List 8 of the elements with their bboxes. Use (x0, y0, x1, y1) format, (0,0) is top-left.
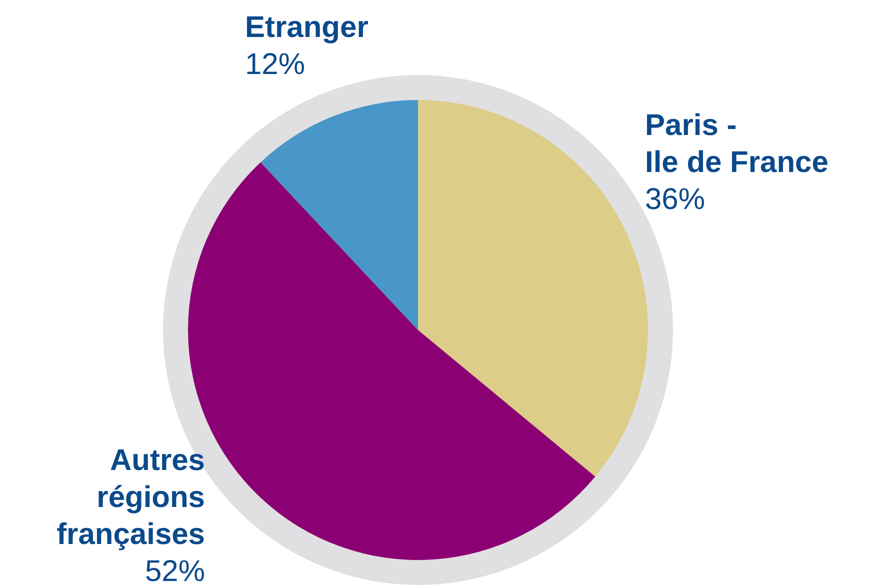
pie-slice (260, 100, 418, 330)
data-label: 36% (645, 183, 706, 216)
slice-label: Autres régions françaises (56, 444, 205, 551)
pie-slice (418, 100, 648, 477)
slice-label: Etranger (245, 11, 369, 44)
data-label: 52% (144, 555, 205, 587)
data-label: 12% (245, 48, 306, 81)
slice-label: Paris - Ile de France (645, 109, 828, 179)
